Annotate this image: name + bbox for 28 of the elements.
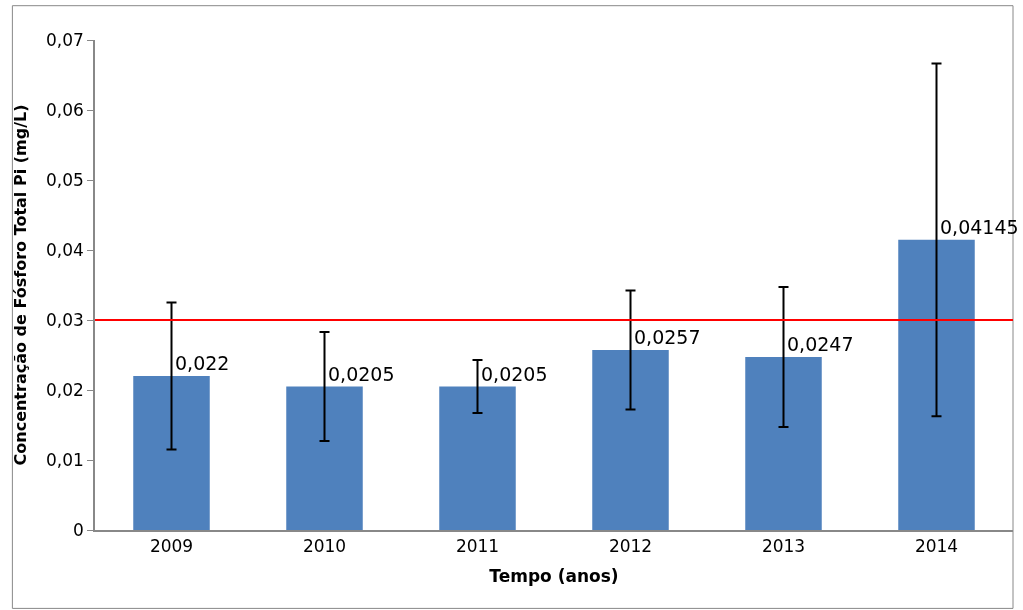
x-tick-label: 2009 (149, 536, 194, 557)
y-tick-label: 0,05 (45, 169, 84, 190)
data-label: 0,022 (175, 352, 230, 374)
y-tick-label: 0,07 (45, 29, 84, 50)
bar (286, 386, 363, 530)
data-label: 0,0257 (634, 326, 701, 348)
x-tick-label: 2014 (914, 536, 959, 557)
bar (898, 239, 975, 530)
y-tick-label: 0,03 (45, 309, 84, 330)
data-label: 0,0247 (787, 333, 854, 355)
data-label: 0,0205 (328, 363, 395, 385)
y-tick-label: 0,02 (45, 379, 84, 400)
y-tick-label: 0,04 (45, 239, 84, 260)
y-tick-label: 0 (73, 519, 84, 540)
x-tick-label: 2012 (608, 536, 653, 557)
x-tick-label: 2011 (455, 536, 500, 557)
bar (439, 386, 516, 530)
y-tick-label: 0,01 (45, 449, 84, 470)
data-label: 0,04145 (940, 216, 1019, 238)
y-axis-title: Concentração de Fósforo Total Pi (mg/L) (11, 104, 31, 466)
x-tick-label: 2013 (761, 536, 806, 557)
bar (745, 357, 822, 530)
x-axis-title: Tempo (anos) (489, 566, 619, 587)
y-tick-label: 0,06 (45, 99, 84, 120)
bar (133, 376, 210, 530)
bar (592, 350, 669, 530)
data-label: 0,0205 (481, 363, 548, 385)
x-tick-label: 2010 (302, 536, 347, 557)
